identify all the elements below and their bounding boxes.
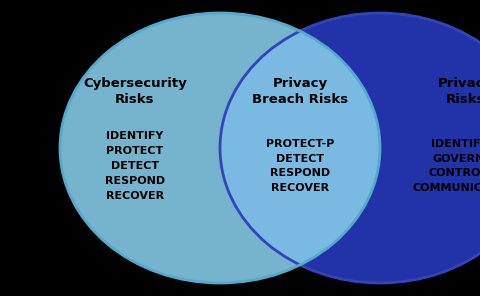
Text: Cybersecurity
Risks: Cybersecurity Risks: [83, 76, 187, 105]
Text: IDENTIFY-P
GOVERN-P
CONTROL-P
COMMUNICATE-P: IDENTIFY-P GOVERN-P CONTROL-P COMMUNICAT…: [412, 139, 480, 193]
Text: Privacy
Breach Risks: Privacy Breach Risks: [252, 76, 348, 105]
Text: IDENTIFY
PROTECT
DETECT
RESPOND
RECOVER: IDENTIFY PROTECT DETECT RESPOND RECOVER: [105, 131, 165, 201]
Text: Privacy
Risks: Privacy Risks: [437, 76, 480, 105]
Text: PROTECT-P
DETECT
RESPOND
RECOVER: PROTECT-P DETECT RESPOND RECOVER: [266, 139, 334, 193]
Ellipse shape: [60, 13, 380, 283]
Ellipse shape: [220, 13, 480, 283]
